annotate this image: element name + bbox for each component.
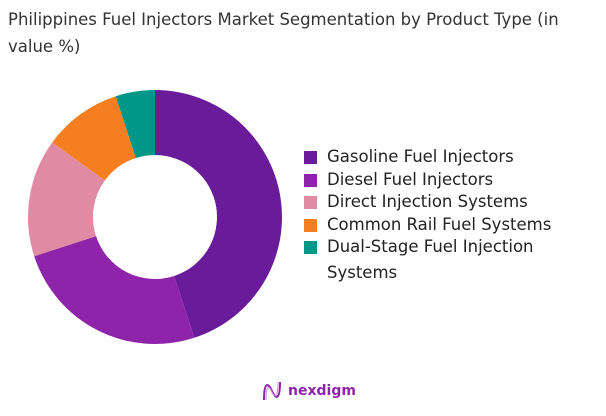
- legend-item: Common Rail Fuel Systems: [304, 214, 577, 237]
- donut-slice-diesel-fuel-injectors: [34, 236, 195, 344]
- legend-label: Gasoline Fuel Injectors: [327, 147, 514, 166]
- donut-slice-common-rail-fuel-systems: [52, 96, 136, 181]
- legend-label: Diesel Fuel Injectors: [327, 169, 494, 189]
- nexdigm-logo-icon: [263, 381, 281, 401]
- legend-swatch: [304, 241, 317, 254]
- donut-slice-direct-injection-systems: [28, 142, 105, 257]
- legend-item: Diesel Fuel Injectors: [304, 169, 577, 192]
- legend-swatch: [304, 151, 317, 164]
- legend-swatch: [304, 173, 317, 187]
- donut-slice-dual-stage-fuel-injection-systems: [115, 90, 155, 159]
- legend-label: Direct Injection Systems: [327, 192, 528, 211]
- chart-title: Philippines Fuel Injectors Market Segmen…: [8, 10, 559, 56]
- legend-swatch: [304, 218, 317, 232]
- legend: Gasoline Fuel Injectors Diesel Fuel Injec…: [304, 146, 577, 286]
- legend-swatch: [304, 196, 317, 209]
- legend-item: Dual-Stage Fuel Injection Systems: [304, 236, 577, 286]
- legend-label: Common Rail Fuel Systems: [327, 214, 552, 234]
- nexdigm-logo: nexdigm: [262, 380, 356, 402]
- donut-slice-gasoline-fuel-injectors: [155, 90, 282, 338]
- legend-item: Gasoline Fuel Injectors: [304, 146, 577, 169]
- logo-text: nexdigm: [288, 383, 356, 399]
- legend-item: Direct Injection Systems: [304, 191, 577, 214]
- legend-label: Dual-Stage Fuel Injection Systems: [327, 237, 534, 282]
